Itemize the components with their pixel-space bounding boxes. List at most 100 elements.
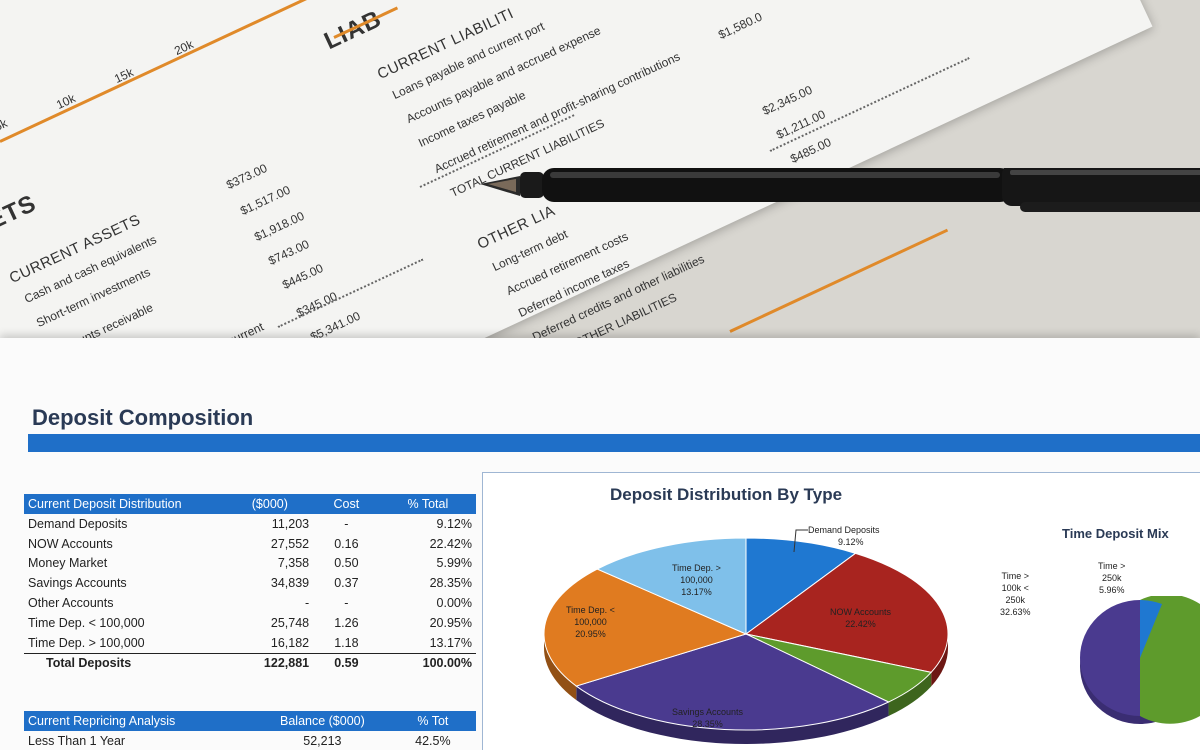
mix-label-line: 100k <: [1001, 583, 1029, 593]
column-header: ($000): [226, 494, 314, 514]
slice-percent: 22.42%: [845, 619, 876, 629]
slice-name: NOW Accounts: [830, 607, 892, 617]
slice-label-time-gt: Time Dep. > 100,000 13.17%: [672, 562, 721, 598]
table-cell: -: [344, 516, 349, 531]
table-row: Demand Deposits 11,203 - 9.12%: [24, 514, 476, 534]
mix-label-line: 250k: [1101, 573, 1122, 583]
mix-label-line: 5.96%: [1098, 585, 1125, 595]
time-deposit-mix-pie: [1080, 596, 1200, 724]
table-cell: 28.35%: [429, 576, 472, 591]
table-cell: Other Accounts: [28, 596, 114, 611]
mix-label-line: 32.63%: [1000, 607, 1031, 617]
total-row: Total Deposits 122,881 0.59 100.00%: [24, 652, 476, 674]
slice-label-demand: Demand Deposits 9.12%: [808, 524, 880, 548]
column-header: Current Deposit Distribution: [24, 494, 227, 514]
table-header-row: Current Repricing Analysis Balance ($000…: [24, 711, 476, 731]
table-row: Other Accounts - - 0.00%: [24, 593, 476, 613]
table-row: Savings Accounts 34,839 0.37 28.35%: [24, 573, 476, 593]
slice-name: 100,000: [680, 575, 713, 585]
table-cell: Less Than 1 Year: [28, 733, 126, 748]
pie-slice: [543, 568, 748, 687]
mix-label-line: Time >: [1001, 571, 1029, 581]
table-cell: 22.42%: [429, 536, 472, 551]
column-header: % Total: [379, 494, 476, 514]
mix-label-a: Time > 100k < 250k 32.63%: [1000, 570, 1031, 618]
table-cell: 25,748: [270, 615, 310, 630]
pie-slice-side: [888, 672, 932, 717]
table-cell: Time Dep. < 100,000: [28, 615, 145, 630]
orange-rule: [729, 228, 949, 333]
slice-percent: 13.17%: [681, 587, 712, 597]
mix-slice-purple: [1080, 600, 1140, 716]
column-header: Current Repricing Analysis: [24, 711, 256, 731]
mix-chart-title: Time Deposit Mix: [1062, 526, 1169, 541]
fountain-pen: [480, 168, 1200, 212]
pie-slice: [575, 633, 890, 731]
table-cell: 16,182: [270, 635, 310, 650]
mix-label-line: Time >: [1098, 561, 1126, 571]
deposit-report-page: Deposit Composition Current Deposit Dist…: [0, 338, 1200, 750]
table-row: Less Than 1 Year 52,213 42.5%: [24, 731, 476, 750]
table-cell: 5.99%: [436, 556, 472, 571]
table-cell: 13.17%: [429, 635, 472, 650]
pie-slice: [596, 538, 747, 635]
table-cell: -: [344, 596, 349, 611]
table-cell: 100.00%: [379, 652, 476, 674]
pie-slice: [745, 538, 857, 635]
table-cell: Demand Deposits: [28, 516, 128, 531]
slice-label-time-lt: Time Dep. < 100,000 20.95%: [566, 604, 615, 640]
column-header: Cost: [313, 494, 380, 514]
pie-slice: [744, 552, 949, 673]
table-cell: Money Market: [28, 556, 108, 571]
table-cell: Total Deposits: [24, 652, 227, 674]
pie-slice-side: [544, 634, 577, 701]
table-cell: 1.26: [334, 615, 359, 630]
slice-name: Time Dep. >: [672, 563, 721, 573]
leader-line: [793, 529, 808, 553]
repricing-table: Current Repricing Analysis Balance ($000…: [24, 711, 476, 750]
slice-name: Time Dep. <: [566, 605, 615, 615]
table-cell: 34,839: [270, 576, 310, 591]
table-cell: 20.95%: [429, 615, 472, 630]
slice-percent: 20.95%: [575, 629, 606, 639]
table-cell: 7,358: [277, 556, 310, 571]
slice-percent: 9.12%: [838, 537, 864, 547]
slice-name: Demand Deposits: [808, 525, 880, 535]
table-cell: 9.12%: [436, 516, 472, 531]
table-cell: 11,203: [271, 516, 310, 531]
table-cell: 1.18: [334, 635, 359, 650]
table-cell: 0.00%: [436, 596, 472, 611]
slice-name: 100,000: [574, 617, 607, 627]
deposit-pie-chart: [543, 538, 949, 744]
table-cell: 122,881: [226, 652, 314, 674]
table-cell: 0.16: [334, 536, 359, 551]
table-cell: 0.50: [334, 556, 359, 571]
column-header: % Tot: [389, 711, 476, 731]
table-header-row: Current Deposit Distribution ($000) Cost…: [24, 494, 476, 514]
table-cell: 0.59: [313, 652, 380, 674]
table-cell: 52,213: [303, 733, 342, 748]
mix-slice-green: [1140, 596, 1200, 724]
table-cell: Time Dep. > 100,000: [28, 635, 145, 650]
table-cell: 27,552: [270, 536, 310, 551]
table-cell: Savings Accounts: [28, 576, 127, 591]
mix-slice-blue: [1140, 599, 1162, 658]
slice-name: Savings Accounts: [672, 707, 744, 717]
pie-chart-title: Deposit Distribution By Type: [610, 485, 843, 504]
table-cell: -: [304, 596, 310, 611]
table-cell: NOW Accounts: [28, 536, 113, 551]
slice-label-savings: Savings Accounts 28.35%: [672, 706, 743, 730]
title-bar: [28, 434, 1200, 452]
table-row: Time Dep. > 100,000 16,182 1.18 13.17%: [24, 633, 476, 653]
table-row: Money Market 7,358 0.50 5.99%: [24, 554, 476, 574]
table-cell: 42.5%: [415, 733, 451, 748]
pie-slice-side: [931, 634, 948, 687]
pie-slice-side: [576, 686, 889, 744]
mix-label-line: 250k: [1005, 595, 1026, 605]
page-title: Deposit Composition: [32, 405, 254, 430]
slice-label-now: NOW Accounts 22.42%: [830, 606, 891, 630]
table-cell: 0.37: [334, 576, 359, 591]
slice-percent: 28.35%: [692, 719, 723, 729]
deposit-distribution-table: Current Deposit Distribution ($000) Cost…: [24, 494, 476, 674]
